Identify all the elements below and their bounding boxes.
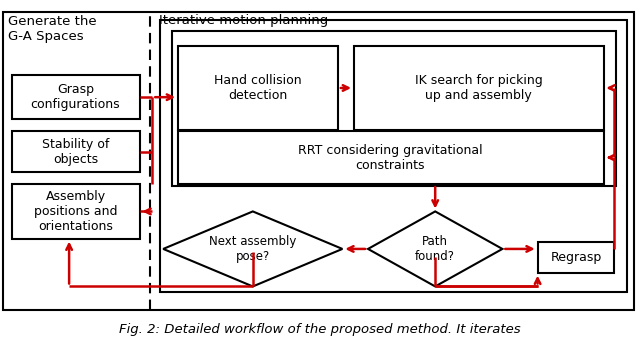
Text: Fig. 2: Detailed workflow of the proposed method. It iterates: Fig. 2: Detailed workflow of the propose… (119, 323, 521, 336)
Bar (172, 31, 616, 186)
Text: Path
found?: Path found? (415, 235, 455, 263)
Text: Next assembly
pose?: Next assembly pose? (209, 235, 296, 263)
Text: Iterative motion planning: Iterative motion planning (159, 14, 328, 27)
Bar (178, 131, 604, 184)
Polygon shape (163, 211, 342, 286)
Bar (12, 131, 140, 172)
Text: Hand collision
detection: Hand collision detection (214, 74, 301, 102)
Bar (12, 75, 140, 119)
Text: Grasp
configurations: Grasp configurations (31, 83, 120, 111)
Text: Assembly
positions and
orientations: Assembly positions and orientations (34, 190, 117, 233)
Text: RRT considering gravitational
constraints: RRT considering gravitational constraint… (298, 144, 483, 172)
Bar (178, 46, 338, 130)
Bar (160, 20, 627, 292)
Text: IK search for picking
up and assembly: IK search for picking up and assembly (415, 74, 543, 102)
Text: Generate the
G-A Spaces: Generate the G-A Spaces (8, 15, 96, 43)
Bar (12, 184, 140, 239)
Bar (3, 12, 634, 310)
Polygon shape (368, 211, 502, 286)
Text: Stability of
objects: Stability of objects (42, 138, 109, 166)
Bar (538, 242, 614, 273)
Text: Regrasp: Regrasp (550, 251, 602, 264)
Bar (354, 46, 604, 130)
